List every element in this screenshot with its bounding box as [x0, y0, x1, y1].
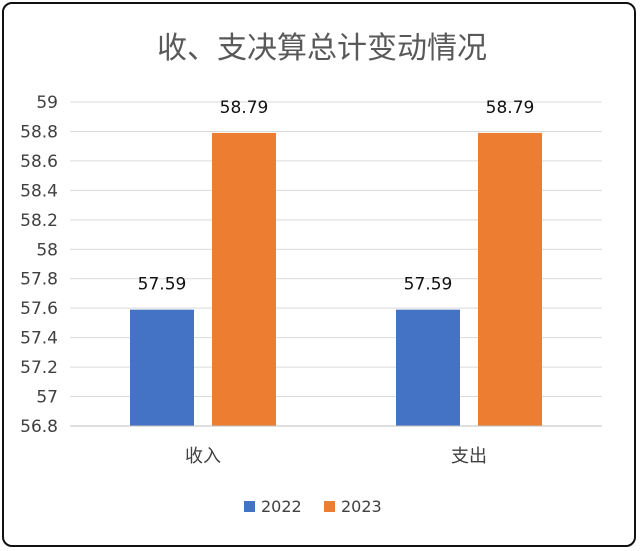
y-tick-label: 58.4	[20, 181, 58, 201]
y-tick-label: 58.6	[20, 152, 58, 172]
data-labels: 57.59 58.79 57.59 58.79	[138, 98, 535, 295]
bars	[130, 132, 542, 426]
bar-2022-1	[396, 309, 460, 426]
y-tick-label: 58.8	[20, 122, 58, 142]
y-tick-label: 58	[36, 240, 58, 260]
x-tick-label: 收入	[185, 446, 221, 467]
bar-2022-0	[130, 309, 194, 426]
legend-swatch-2023	[324, 501, 335, 512]
x-tick-label: 支出	[451, 446, 487, 467]
y-tick-label: 57.4	[20, 329, 58, 349]
legend-swatch-2022	[244, 501, 255, 512]
data-label: 57.59	[404, 275, 453, 295]
data-label: 58.79	[486, 98, 535, 118]
legend-label: 2022	[261, 497, 302, 516]
data-label: 57.59	[138, 275, 187, 295]
legend: 2022 2023	[244, 497, 382, 516]
data-label: 58.79	[220, 98, 269, 118]
y-tick-label: 56.8	[20, 417, 58, 437]
y-tick-label: 57.2	[20, 358, 58, 378]
bar-2023-0	[212, 132, 276, 426]
y-axis: 56.8 57 57.2 57.4 57.6 57.8 58 58.2 58.4 58.6 58.8…	[20, 93, 58, 437]
y-tick-label: 57.8	[20, 270, 58, 290]
y-tick-label: 58.2	[20, 211, 58, 231]
chart-title: 收、支决算总计变动情况	[157, 31, 487, 66]
x-axis: 收入 支出	[70, 425, 602, 467]
y-tick-label: 57	[36, 388, 58, 408]
y-tick-label: 57.6	[20, 299, 58, 319]
legend-label: 2023	[341, 497, 382, 516]
y-tick-label: 59	[36, 93, 58, 113]
bar-2023-1	[478, 132, 542, 426]
